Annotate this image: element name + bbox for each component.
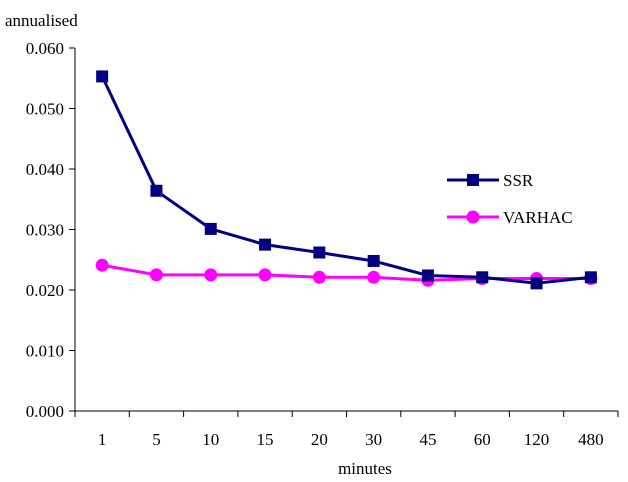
x-tick-label: 60 (474, 430, 491, 449)
x-tick-label: 20 (311, 430, 328, 449)
data-point-varhac (367, 270, 381, 284)
y-tick-label: 0.040 (26, 160, 64, 179)
legend-entry-ssr: SSR (447, 171, 534, 190)
x-tick-label: 5 (152, 430, 161, 449)
data-point-ssr (367, 254, 380, 267)
data-point-varhac (258, 268, 272, 282)
y-tick-label: 0.050 (26, 100, 64, 119)
x-tick-label: 15 (257, 430, 274, 449)
series-ssr (96, 70, 597, 290)
data-point-varhac (149, 268, 163, 282)
x-tick-labels: 1 5 10 15 20 30 45 60 120 480 (98, 430, 604, 449)
y-tick-label: 0.060 (26, 39, 64, 58)
x-axis-label: minutes (338, 459, 392, 478)
x-tick-label: 120 (524, 430, 550, 449)
series-line-ssr (100, 75, 592, 285)
legend-label-ssr: SSR (503, 171, 534, 190)
data-point-varhac (95, 258, 109, 272)
x-tick-label: 45 (419, 430, 436, 449)
legend-marker-varhac (466, 210, 480, 224)
data-point-ssr (313, 246, 326, 259)
data-point-ssr (421, 269, 434, 282)
series-line-varhac (101, 263, 591, 282)
series-layer (95, 70, 598, 290)
x-tick-label: 10 (202, 430, 219, 449)
x-tick-label: 30 (365, 430, 382, 449)
x-tick-label: 1 (98, 430, 107, 449)
data-point-varhac (312, 270, 326, 284)
legend-entry-varhac: VARHAC (447, 208, 573, 227)
legend-label-varhac: VARHAC (503, 208, 573, 227)
data-point-ssr (204, 222, 217, 235)
y-tick-label: 0.020 (26, 281, 64, 300)
y-axis-label: annualised (5, 11, 78, 30)
legend-marker-ssr (467, 174, 479, 186)
data-point-ssr (150, 184, 163, 197)
data-point-ssr (584, 271, 597, 284)
y-tick-label: 0.000 (26, 402, 64, 421)
data-point-varhac (204, 268, 218, 282)
data-point-ssr (259, 238, 272, 251)
data-point-ssr (530, 277, 543, 290)
legend: SSR VARHAC (447, 171, 573, 227)
data-point-ssr (96, 70, 109, 83)
axes (69, 47, 619, 417)
data-point-ssr (476, 271, 489, 284)
y-tick-label: 0.030 (26, 221, 64, 240)
x-tick-label: 480 (578, 430, 604, 449)
y-tick-labels: 0.000 0.010 0.020 0.030 0.040 0.050 0.060 (26, 39, 64, 421)
series-varhac (95, 258, 598, 287)
y-tick-label: 0.010 (26, 342, 64, 361)
